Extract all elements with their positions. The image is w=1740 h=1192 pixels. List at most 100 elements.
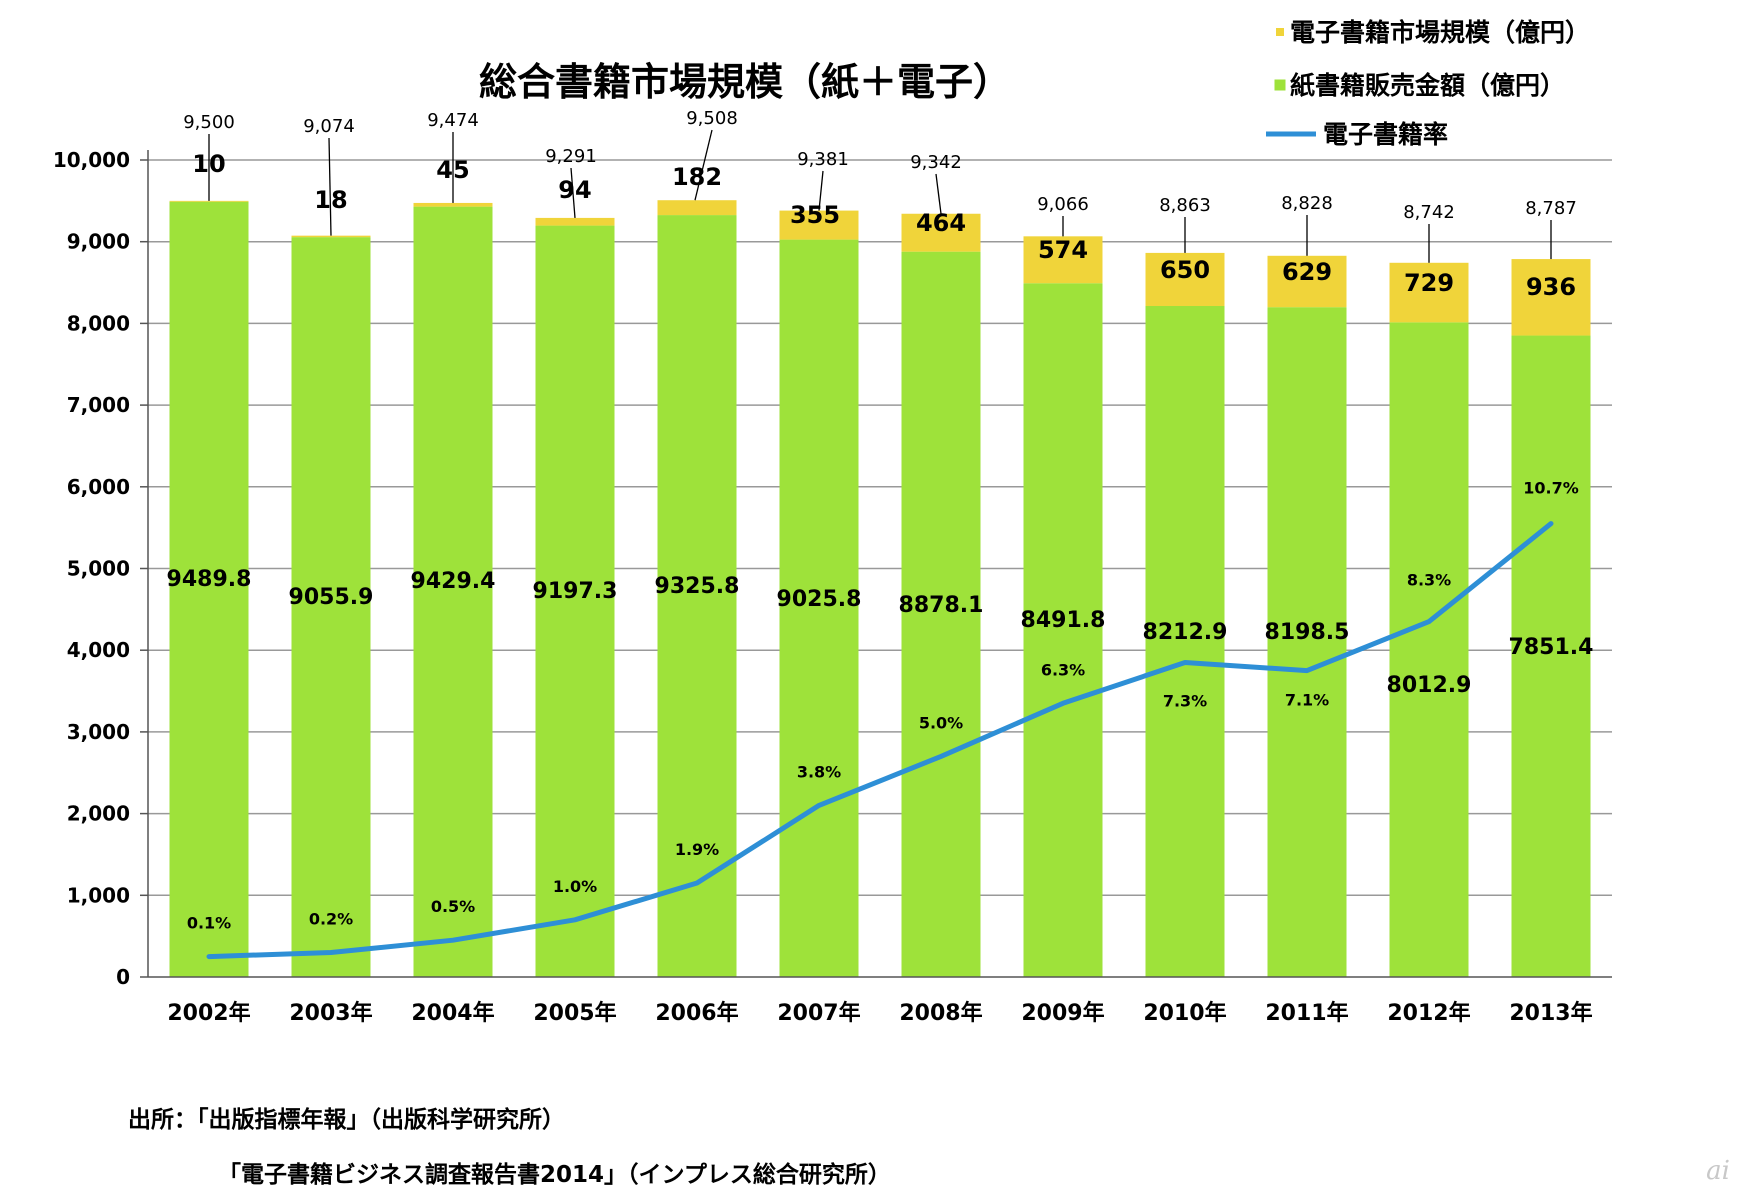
chart: 0 1,000 2,000 3,000 4,000 5,000 6,000 7,000 8,00… (0, 0, 1740, 1192)
ratio-point (208, 956, 210, 958)
y-tick-label: 7,000 (67, 393, 130, 417)
y-tick-label: 8,000 (67, 311, 130, 335)
ratio-value-label: 1.0% (553, 877, 597, 896)
x-tick-label: 2007年 (777, 1000, 860, 1026)
y-tick-label: 10,000 (53, 148, 130, 172)
y-tick-label: 5,000 (67, 557, 130, 581)
total-label: 9,381 (797, 149, 849, 170)
paper-value-label: 8012.9 (1387, 673, 1472, 698)
ratio-value-label: 8.3% (1407, 571, 1451, 590)
ratio-point (574, 919, 576, 921)
ratio-point (1306, 670, 1308, 672)
ratio-point (1550, 523, 1552, 525)
chart-title: 総合書籍市場規模（紙＋電子） (479, 60, 1011, 104)
paper-value-label: 8198.5 (1265, 620, 1350, 645)
paper-value-label: 9489.8 (167, 567, 252, 592)
total-label: 8,742 (1403, 202, 1455, 223)
paper-value-label: 8491.8 (1021, 608, 1106, 633)
paper-value-label: 9025.8 (777, 587, 862, 612)
x-axis: 2002年 2003年 2004年 2005年 2006年 2007年 2008年 2009年… (148, 977, 1612, 1026)
ratio-value-label: 1.9% (675, 840, 719, 859)
ratio-value-label: 0.1% (187, 914, 231, 933)
ratio-point (940, 755, 942, 757)
x-tick-label: 2012年 (1387, 1000, 1470, 1026)
x-tick-label: 2005年 (533, 1000, 616, 1026)
x-tick-label: 2011年 (1265, 1000, 1348, 1026)
x-tick-label: 2009年 (1021, 1000, 1104, 1026)
total-label: 9,500 (183, 112, 235, 133)
ratio-value-label: 7.3% (1163, 691, 1207, 710)
watermark-logo: ai (1706, 1156, 1730, 1186)
ratio-value-label: 5.0% (919, 713, 963, 732)
total-label: 9,342 (910, 152, 962, 173)
y-tick-label: 6,000 (67, 475, 130, 499)
leader-line (936, 174, 941, 214)
ebook-value-label: 94 (558, 176, 591, 204)
paper-value-label: 8878.1 (899, 593, 984, 618)
ebook-value-label: 574 (1038, 236, 1088, 264)
total-label: 9,291 (545, 146, 597, 167)
paper-value-label: 7851.4 (1509, 635, 1594, 660)
y-tick-label: 0 (116, 965, 130, 989)
y-tick-label: 2,000 (67, 802, 130, 826)
y-tick-label: 1,000 (67, 883, 130, 907)
total-label: 9,066 (1037, 194, 1089, 215)
ratio-point (330, 951, 332, 953)
ebook-value-label: 729 (1404, 269, 1454, 297)
ratio-point (1428, 621, 1430, 623)
total-label: 8,863 (1159, 195, 1211, 216)
legend: 電子書籍市場規模（億円） 紙書籍販売金額（億円） 電子書籍率 (1266, 18, 1590, 149)
total-label: 8,787 (1525, 198, 1577, 219)
ebook-value-label: 936 (1526, 273, 1576, 301)
bar-ebook (536, 218, 615, 226)
paper-value-label: 9197.3 (533, 579, 618, 604)
ratio-point (452, 939, 454, 941)
source-line-1: 出所：「出版指標年報」（出版科学研究所） (128, 1100, 565, 1134)
ratio-value-label: 10.7% (1523, 479, 1579, 498)
ratio-value-label: 0.5% (431, 897, 475, 916)
x-tick-label: 2003年 (289, 1000, 372, 1026)
ebook-value-label: 629 (1282, 258, 1332, 286)
ratio-point (1062, 702, 1064, 704)
ebook-value-label: 650 (1160, 256, 1210, 284)
ebook-value-label: 355 (790, 201, 840, 229)
legend-swatch (1276, 28, 1284, 36)
y-tick-label: 9,000 (67, 230, 130, 254)
data-labels: 9489.8109,5009055.9189,0749429.4459,4749… (167, 108, 1594, 933)
ebook-value-label: 182 (672, 163, 722, 191)
total-label: 9,074 (303, 116, 355, 137)
bar-ebook (170, 201, 249, 202)
ratio-point (1184, 661, 1186, 663)
x-tick-label: 2008年 (899, 1000, 982, 1026)
total-label: 8,828 (1281, 193, 1333, 214)
ratio-point (696, 882, 698, 884)
bar-paper (1390, 322, 1469, 977)
legend-label: 紙書籍販売金額（億円） (1290, 71, 1565, 100)
paper-value-label: 9325.8 (655, 574, 740, 599)
y-tick-label: 4,000 (67, 638, 130, 662)
bar-ebook (658, 200, 737, 215)
ratio-value-label: 7.1% (1285, 691, 1329, 710)
total-label: 9,474 (427, 110, 479, 131)
bar-ebook (414, 203, 493, 207)
x-tick-label: 2006年 (655, 1000, 738, 1026)
ratio-value-label: 6.3% (1041, 660, 1085, 679)
x-tick-label: 2002年 (167, 1000, 250, 1026)
paper-value-label: 9055.9 (289, 585, 374, 610)
legend-swatch (1275, 80, 1286, 91)
y-axis: 0 1,000 2,000 3,000 4,000 5,000 6,000 7,000 8,00… (53, 148, 148, 989)
total-label: 9,508 (686, 108, 738, 129)
source-line-2: 「電子書籍ビジネス調査報告書2014」（インプレス総合研究所） (218, 1155, 891, 1189)
ratio-value-label: 3.8% (797, 762, 841, 781)
bar-ebook (292, 236, 371, 237)
ratio-value-label: 0.2% (309, 909, 353, 928)
legend-label: 電子書籍率 (1323, 120, 1448, 149)
bars (170, 200, 1591, 977)
x-tick-label: 2004年 (411, 1000, 494, 1026)
x-tick-label: 2013年 (1509, 1000, 1592, 1026)
paper-value-label: 8212.9 (1143, 620, 1228, 645)
y-tick-label: 3,000 (67, 720, 130, 744)
ratio-point (818, 804, 820, 806)
legend-label: 電子書籍市場規模（億円） (1290, 18, 1590, 47)
paper-value-label: 9429.4 (411, 569, 496, 594)
